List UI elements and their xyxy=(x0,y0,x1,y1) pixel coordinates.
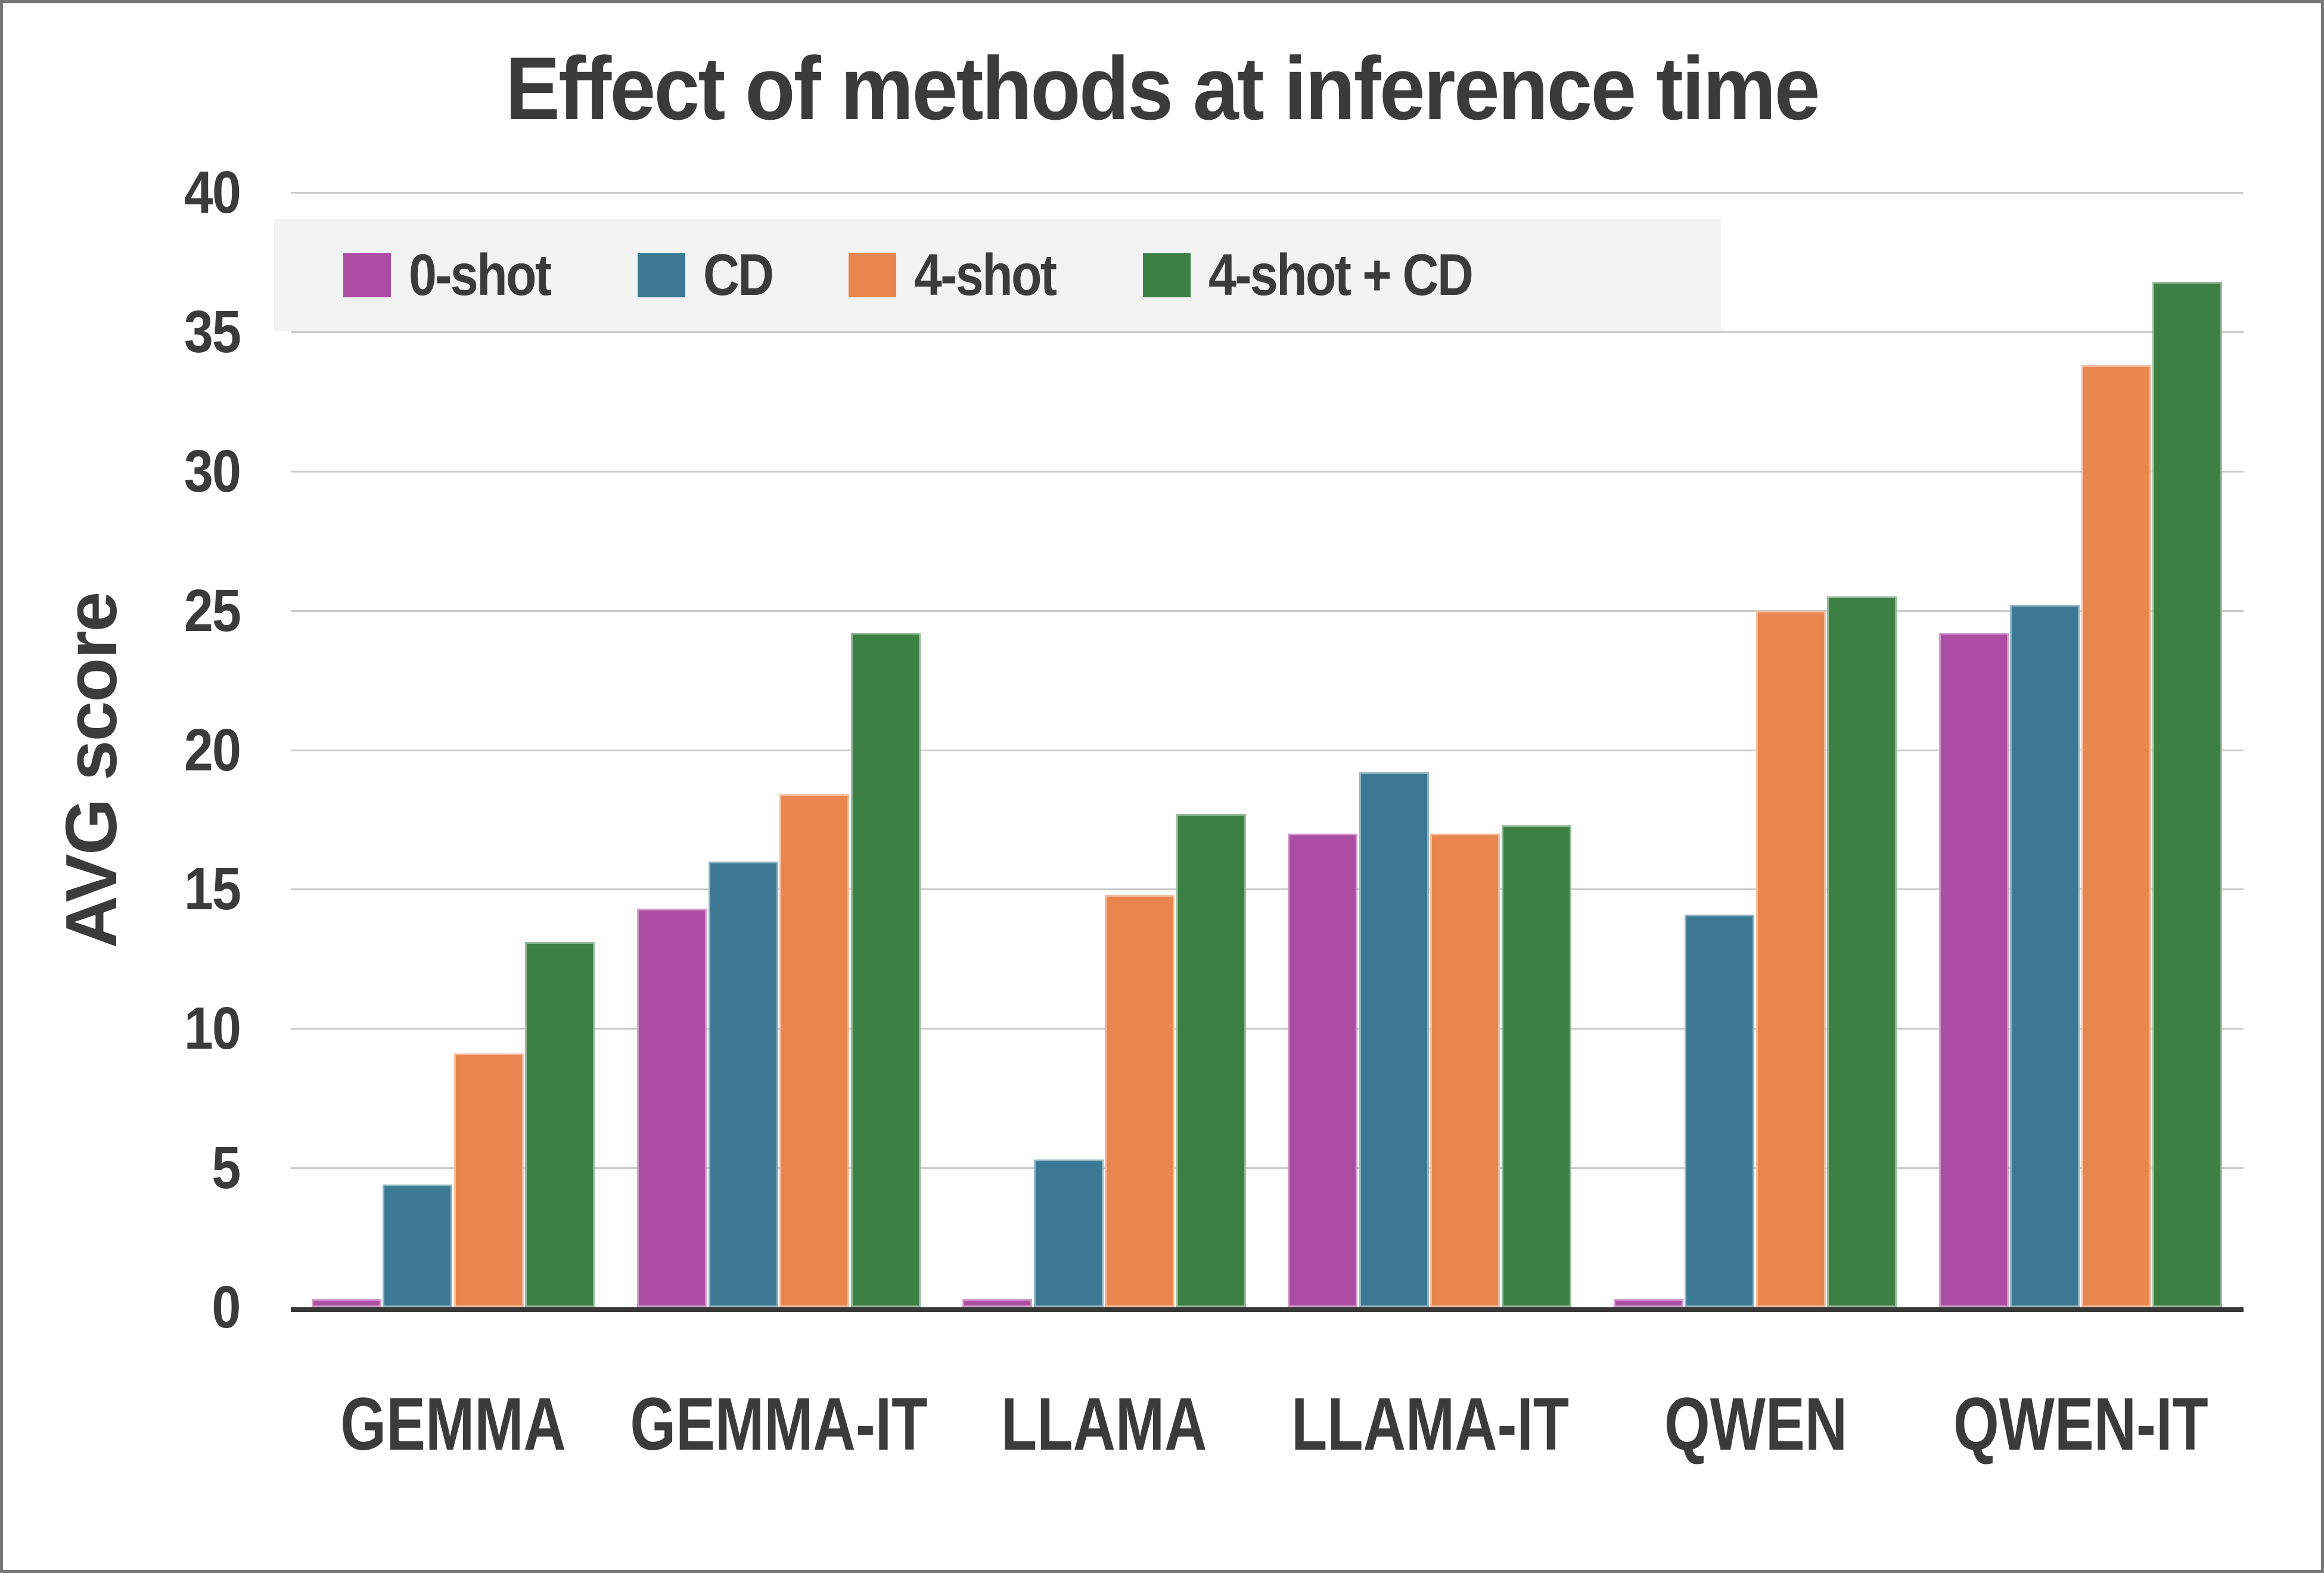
x-tick-text: GEMMA xyxy=(340,1383,567,1466)
y-tick-text: 10 xyxy=(184,995,241,1062)
x-tick-text: GEMMA-IT xyxy=(630,1383,928,1466)
y-tick-label: 40 xyxy=(3,159,241,226)
bar-llama-0-shot xyxy=(962,1299,1032,1307)
bar-llama-it-0-shot xyxy=(1288,834,1357,1307)
legend-label: 4-shot + CD xyxy=(1208,242,1474,307)
bar-gemma-it-4-shot xyxy=(779,794,849,1307)
legend-item-0-shot: 0-shot xyxy=(343,241,573,309)
legend-swatch-icon xyxy=(638,253,685,297)
x-tick-text: QWEN xyxy=(1664,1383,1847,1466)
x-tick-label-llama-it: LLAMA-IT xyxy=(1239,1384,1621,1465)
bar-gemma-4-shot-cd xyxy=(525,942,595,1307)
legend: 0-shot CD 4-shot 4-shot + CD xyxy=(274,219,1721,331)
bar-qwen-4-shot xyxy=(1756,611,1826,1307)
gridline-y-10 xyxy=(291,1028,2244,1030)
y-tick-text: 30 xyxy=(184,437,241,505)
bar-qwen-it-cd xyxy=(2010,605,2080,1307)
bar-llama-4-shot-cd xyxy=(1176,814,1246,1307)
y-tick-label: 10 xyxy=(3,995,241,1062)
legend-label: 4-shot xyxy=(914,242,1057,307)
x-tick-label-qwen: QWEN xyxy=(1565,1384,1946,1465)
bar-llama-it-4-shot-cd xyxy=(1502,825,1571,1307)
gridline-y-20 xyxy=(291,749,2244,751)
legend-item-4-shot: 4-shot xyxy=(848,241,1079,309)
bar-qwen-it-0-shot xyxy=(1939,633,2009,1307)
y-tick-label: 20 xyxy=(3,716,241,784)
chart-title: Effect of methods at inference time xyxy=(3,38,2321,139)
legend-swatch-icon xyxy=(848,253,896,297)
x-axis-line xyxy=(291,1307,2244,1312)
bar-llama-it-cd xyxy=(1359,772,1429,1307)
y-tick-label: 0 xyxy=(3,1274,241,1341)
bar-llama-it-4-shot xyxy=(1430,834,1500,1307)
legend-swatch-icon xyxy=(343,253,391,297)
bar-qwen-it-4-shot-cd xyxy=(2152,282,2222,1307)
bar-gemma-4-shot xyxy=(454,1053,524,1307)
bar-qwen-4-shot-cd xyxy=(1827,596,1897,1307)
y-tick-text: 15 xyxy=(184,856,241,923)
gridline-y-30 xyxy=(291,470,2244,472)
y-tick-label: 25 xyxy=(3,577,241,644)
y-tick-text: 40 xyxy=(184,159,241,226)
x-tick-label-llama: LLAMA xyxy=(914,1384,1295,1465)
y-tick-label: 15 xyxy=(3,856,241,923)
bar-llama-4-shot xyxy=(1105,895,1175,1307)
gridline-y-40 xyxy=(291,192,2244,194)
legend-label: 0-shot xyxy=(409,242,552,307)
y-tick-label: 30 xyxy=(3,437,241,505)
bar-gemma-it-0-shot xyxy=(637,909,707,1307)
bar-gemma-it-cd xyxy=(709,862,778,1307)
y-tick-text: 0 xyxy=(212,1274,241,1341)
gridline-y-5 xyxy=(291,1167,2244,1170)
y-tick-text: 20 xyxy=(184,716,241,784)
legend-swatch-icon xyxy=(1142,253,1191,297)
x-tick-label-gemma-it: GEMMA-IT xyxy=(588,1384,970,1465)
legend-item-4-shot-cd: 4-shot + CD xyxy=(1142,241,1515,309)
bar-gemma-0-shot xyxy=(312,1299,381,1307)
x-tick-label-qwen-it: QWEN-IT xyxy=(1890,1384,2272,1465)
legend-item-cd: CD xyxy=(638,241,784,309)
y-tick-text: 25 xyxy=(184,577,241,644)
x-tick-label-gemma: GEMMA xyxy=(263,1384,644,1465)
legend-label: CD xyxy=(703,242,774,307)
x-tick-text: LLAMA xyxy=(1001,1383,1207,1466)
bar-llama-cd xyxy=(1034,1159,1104,1307)
bar-qwen-0-shot xyxy=(1614,1299,1683,1307)
bar-qwen-cd xyxy=(1685,915,1754,1307)
y-tick-label: 35 xyxy=(3,299,241,366)
bar-gemma-it-4-shot-cd xyxy=(851,633,921,1307)
chart-title-text: Effect of methods at inference time xyxy=(505,38,1820,138)
y-tick-label: 5 xyxy=(3,1134,241,1202)
y-tick-text: 35 xyxy=(184,299,241,366)
x-tick-text: LLAMA-IT xyxy=(1291,1383,1570,1466)
gridline-y-35 xyxy=(291,331,2244,334)
y-tick-text: 5 xyxy=(212,1134,241,1202)
x-tick-text: QWEN-IT xyxy=(1953,1383,2208,1466)
gridline-y-25 xyxy=(291,610,2244,612)
bar-gemma-cd xyxy=(383,1185,452,1307)
bar-qwen-it-4-shot xyxy=(2081,365,2151,1307)
gridline-y-15 xyxy=(291,888,2244,891)
